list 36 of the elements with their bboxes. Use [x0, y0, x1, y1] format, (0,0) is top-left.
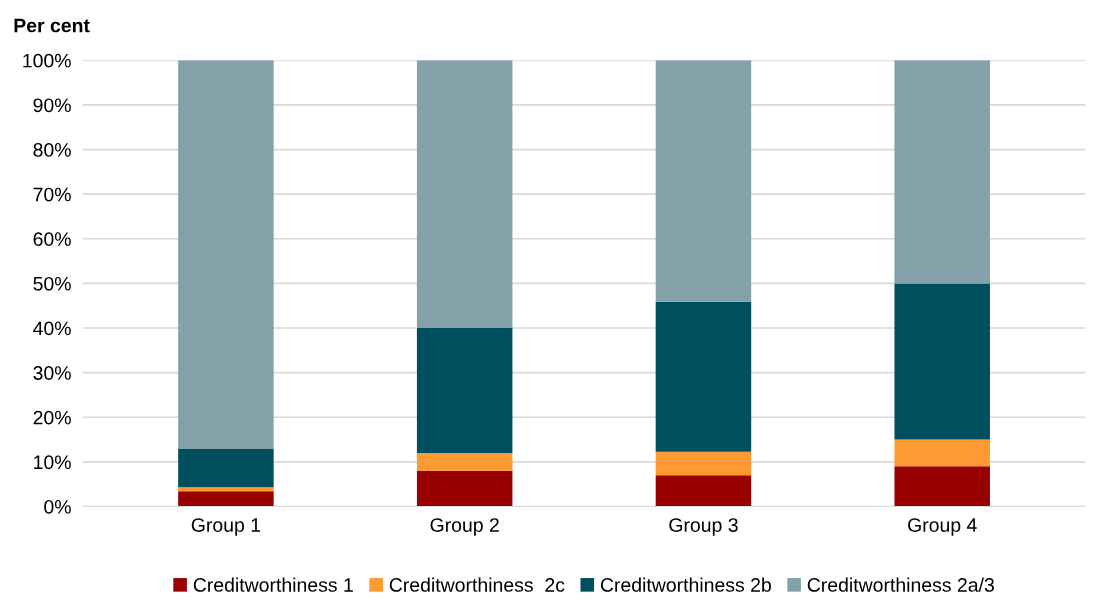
legend-label: Creditworthiness 2b	[600, 577, 771, 592]
y-tick-label: 100%	[23, 53, 71, 68]
bar	[416, 470, 513, 507]
legend-label: Creditworthiness 1	[193, 577, 353, 592]
bar	[178, 60, 274, 449]
bar	[416, 60, 513, 329]
bar	[655, 60, 752, 302]
legend-label: Creditworthiness 2c	[389, 577, 565, 592]
y-tick-label: 90%	[33, 98, 71, 113]
bar	[894, 466, 990, 507]
bar	[894, 283, 990, 440]
y-tick-label: 80%	[33, 143, 71, 157]
legend-label: Creditworthiness 2a/3	[807, 577, 994, 592]
y-tick-label: 30%	[33, 366, 71, 380]
y-tick-label: 20%	[33, 410, 71, 425]
bar	[894, 60, 990, 284]
y-tick-label: 40%	[33, 321, 71, 336]
bar	[894, 439, 990, 467]
bar	[178, 491, 274, 507]
bar	[178, 448, 274, 488]
y-tick-label: 10%	[34, 455, 71, 470]
x-tick-label: Group 4	[908, 518, 977, 536]
bar	[655, 301, 752, 452]
bar	[416, 452, 513, 471]
y-tick-label: 50%	[33, 276, 71, 291]
y-axis-title: Per cent	[14, 18, 90, 33]
bar	[655, 451, 752, 476]
bar	[178, 487, 274, 492]
x-tick-label: Group 1	[191, 518, 261, 536]
x-tick-label: Group 2	[430, 518, 499, 536]
y-tick-label: 0%	[44, 499, 71, 514]
y-tick-label: 70%	[33, 187, 71, 202]
y-tick-label: 60%	[33, 232, 71, 247]
bar	[416, 328, 513, 453]
x-tick-label: Group 3	[669, 518, 738, 536]
bar	[655, 475, 752, 507]
